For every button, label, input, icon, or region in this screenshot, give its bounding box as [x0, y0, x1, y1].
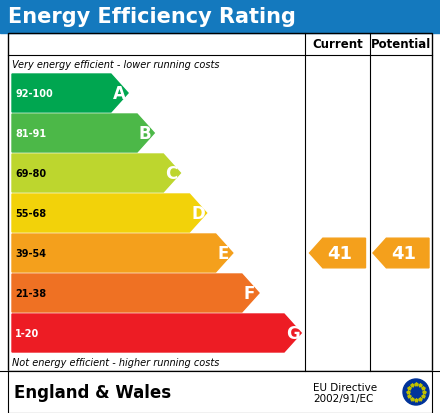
Text: Current: Current — [312, 38, 363, 51]
Polygon shape — [12, 75, 128, 113]
Text: 69-80: 69-80 — [15, 169, 46, 178]
Text: 41: 41 — [391, 244, 416, 262]
Text: D: D — [191, 204, 205, 223]
Polygon shape — [12, 115, 154, 153]
Text: B: B — [139, 125, 151, 142]
Polygon shape — [12, 195, 207, 233]
Polygon shape — [12, 314, 301, 352]
Bar — [8, 34, 432, 371]
Text: Not energy efficient - higher running costs: Not energy efficient - higher running co… — [12, 357, 220, 367]
Text: 41: 41 — [328, 244, 353, 262]
Text: 81-91: 81-91 — [15, 129, 46, 139]
Polygon shape — [12, 274, 259, 312]
Text: C: C — [165, 165, 177, 183]
Text: 92-100: 92-100 — [15, 89, 53, 99]
Text: Potential: Potential — [371, 38, 431, 51]
Text: England & Wales: England & Wales — [14, 383, 171, 401]
Text: 2002/91/EC: 2002/91/EC — [313, 393, 374, 403]
Polygon shape — [12, 154, 180, 192]
Bar — [0, 371, 440, 413]
Text: F: F — [244, 284, 255, 302]
Text: 21-38: 21-38 — [15, 288, 46, 298]
Text: 1-20: 1-20 — [15, 328, 39, 338]
Bar — [8, 371, 432, 413]
Text: EU Directive: EU Directive — [313, 382, 377, 392]
Text: E: E — [217, 244, 229, 262]
Polygon shape — [373, 239, 429, 268]
Text: G: G — [286, 324, 300, 342]
Polygon shape — [309, 239, 366, 268]
Circle shape — [403, 379, 429, 405]
Text: 39-54: 39-54 — [15, 248, 46, 259]
Text: Very energy efficient - lower running costs: Very energy efficient - lower running co… — [12, 60, 220, 70]
Text: Energy Efficiency Rating: Energy Efficiency Rating — [8, 7, 296, 27]
Text: 55-68: 55-68 — [15, 209, 46, 218]
Text: A: A — [113, 85, 125, 103]
Polygon shape — [12, 235, 233, 272]
Bar — [0, 0, 440, 34]
